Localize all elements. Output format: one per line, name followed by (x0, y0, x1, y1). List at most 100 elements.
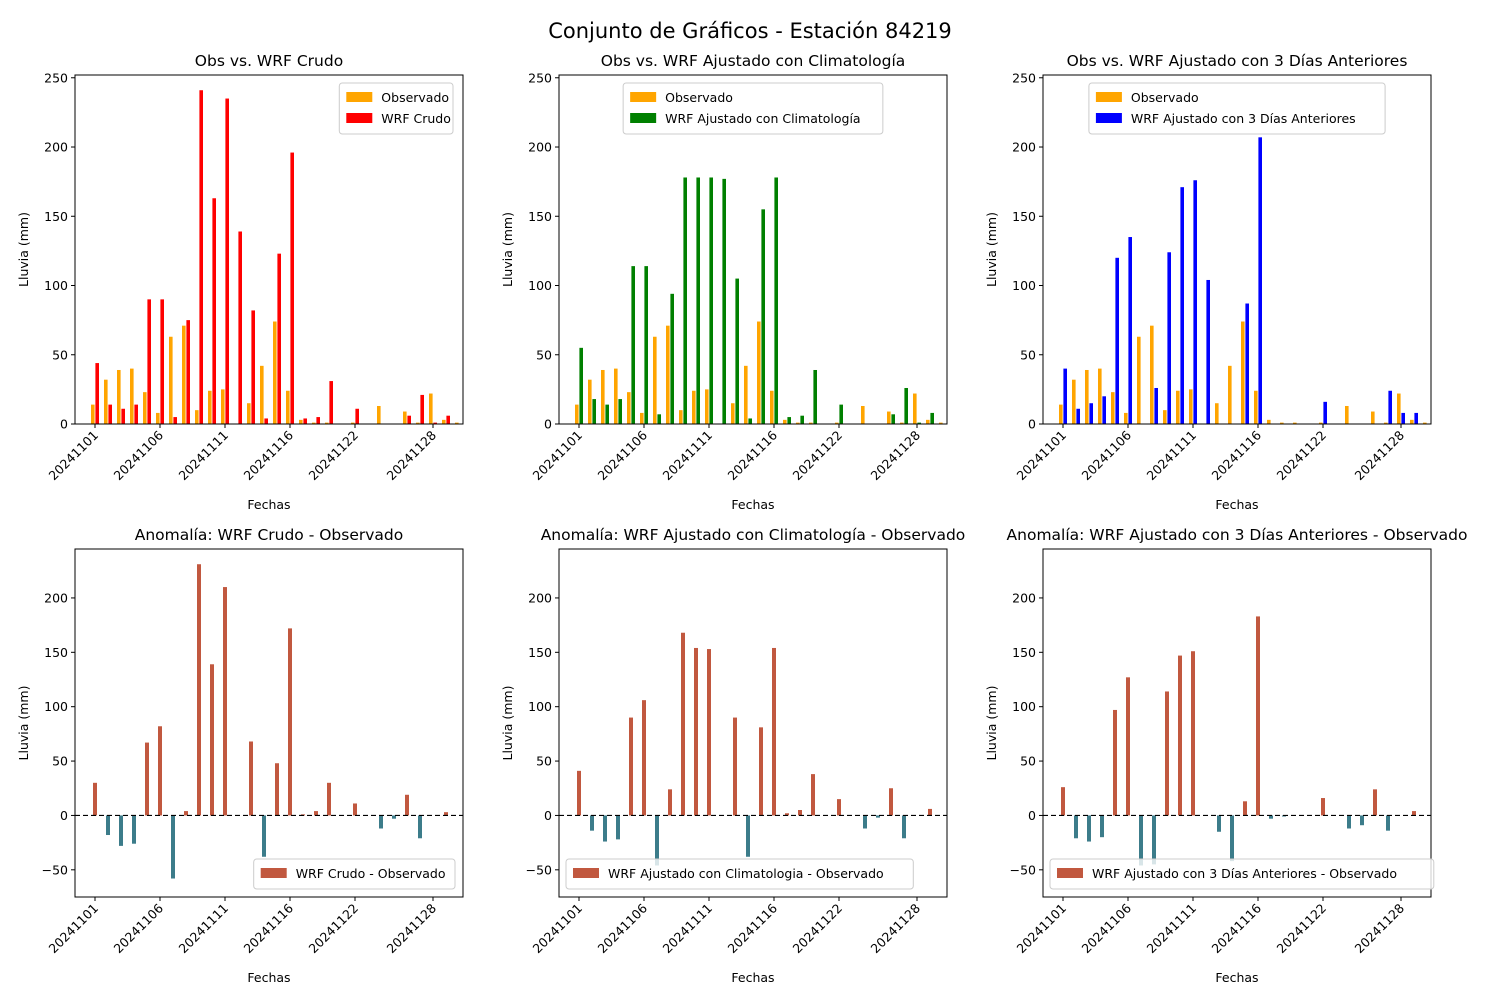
bar (1373, 789, 1377, 816)
bar (199, 90, 203, 424)
bar (705, 389, 709, 424)
bar (1178, 655, 1182, 816)
bar (913, 393, 917, 424)
bar (156, 412, 160, 424)
legend-label: Observado (1131, 90, 1199, 105)
y-tick-label: 50 (536, 347, 552, 362)
x-tick-label: 20241101 (1014, 901, 1070, 957)
bar (798, 810, 802, 816)
x-tick-label: 20241116 (1209, 427, 1265, 483)
bar (668, 789, 672, 816)
bar (670, 293, 674, 424)
x-tick-label: 20241128 (868, 900, 924, 956)
legend-swatch (1057, 868, 1083, 878)
x-tick-label: 20241101 (530, 428, 586, 484)
y-tick-label: 200 (1012, 140, 1036, 155)
legend: WRF Crudo - Observado (253, 858, 456, 890)
bar (433, 422, 437, 424)
bar (171, 815, 175, 879)
bar (1401, 412, 1405, 424)
bar (1072, 379, 1076, 424)
bar (195, 410, 199, 424)
bar (418, 815, 422, 839)
bar (221, 389, 225, 424)
bar (327, 782, 331, 816)
legend-swatch (1095, 92, 1122, 102)
chart-title: Anomalía: WRF Crudo - Observado (135, 526, 404, 544)
y-axis-label: Lluvia (mm) (500, 212, 515, 287)
legend-swatch (346, 113, 373, 123)
legend-box (565, 858, 914, 890)
bar (796, 422, 800, 424)
bar (627, 392, 631, 424)
legend-label: WRF Crudo - Observado (296, 866, 446, 881)
chart-title: Anomalía: WRF Ajustado con Climatología … (541, 526, 966, 544)
y-tick-label: 200 (528, 140, 552, 155)
y-tick-label: 200 (528, 590, 552, 605)
bar (121, 408, 125, 424)
bar (770, 390, 774, 424)
x-tick-label: 20241122 (790, 428, 846, 484)
bar (238, 231, 242, 424)
legend-label: WRF Ajustado con 3 Días Anteriores (1131, 111, 1356, 126)
bar (1423, 422, 1427, 424)
bar (273, 321, 277, 424)
bar (889, 788, 893, 816)
bar (1059, 404, 1063, 424)
bar (1228, 365, 1232, 424)
bar (1089, 403, 1093, 424)
y-axis-label: Lluvia (mm) (16, 212, 31, 287)
y-tick-label: 100 (528, 278, 552, 293)
legend: Observado WRF Ajustado con 3 Días Anterio… (1088, 82, 1386, 135)
x-tick-label: 20241122 (306, 901, 362, 957)
bar (666, 325, 670, 424)
legend-swatch (573, 868, 599, 878)
bar (887, 411, 891, 424)
axes-frame (1042, 548, 1432, 898)
x-axis-label: Fechas (247, 970, 290, 985)
y-tick-label: 150 (1012, 645, 1036, 660)
bar (1412, 811, 1416, 816)
bar (223, 587, 227, 816)
bar (785, 813, 789, 816)
bar (748, 418, 752, 424)
bar (1139, 815, 1143, 866)
x-tick-label: 20241128 (384, 900, 440, 956)
bar (1061, 787, 1065, 816)
bar (1254, 390, 1258, 424)
x-axis-label: Fechas (1215, 970, 1258, 985)
x-axis-label: Fechas (1215, 497, 1258, 512)
bar (926, 419, 930, 424)
legend-swatch (1095, 113, 1122, 123)
bar (160, 299, 164, 424)
bar (143, 392, 147, 424)
y-tick-label: 100 (44, 699, 68, 714)
bar (264, 418, 268, 424)
bar (251, 310, 255, 424)
bar (260, 365, 264, 424)
bar (158, 726, 162, 816)
chart-title: Anomalía: WRF Ajustado con 3 Días Anteri… (1007, 526, 1468, 544)
bar (1397, 393, 1401, 424)
bar (735, 278, 739, 424)
bar (1113, 709, 1117, 816)
y-tick-label: 200 (1012, 590, 1036, 605)
bar (614, 368, 618, 424)
bar (316, 417, 320, 424)
chart-title: Obs vs. WRF Ajustado con Climatología (601, 52, 906, 70)
chart-1: Obs vs. WRF Crudo 0 50 100 150 200 250 Lluvia (… (16, 52, 464, 512)
bar (1180, 187, 1184, 424)
x-tick-label: 20241128 (868, 427, 924, 483)
bar (1347, 815, 1351, 829)
bar (353, 803, 357, 816)
bar (731, 403, 735, 424)
legend-swatch (260, 868, 287, 878)
legend-swatch (630, 113, 657, 123)
y-tick-label: 50 (536, 754, 552, 769)
legend-box (1088, 82, 1386, 135)
bar (1111, 392, 1115, 424)
axes-frame (74, 74, 464, 425)
bar (1258, 137, 1262, 425)
bar (1126, 677, 1130, 816)
y-tick-label: 250 (44, 70, 68, 85)
